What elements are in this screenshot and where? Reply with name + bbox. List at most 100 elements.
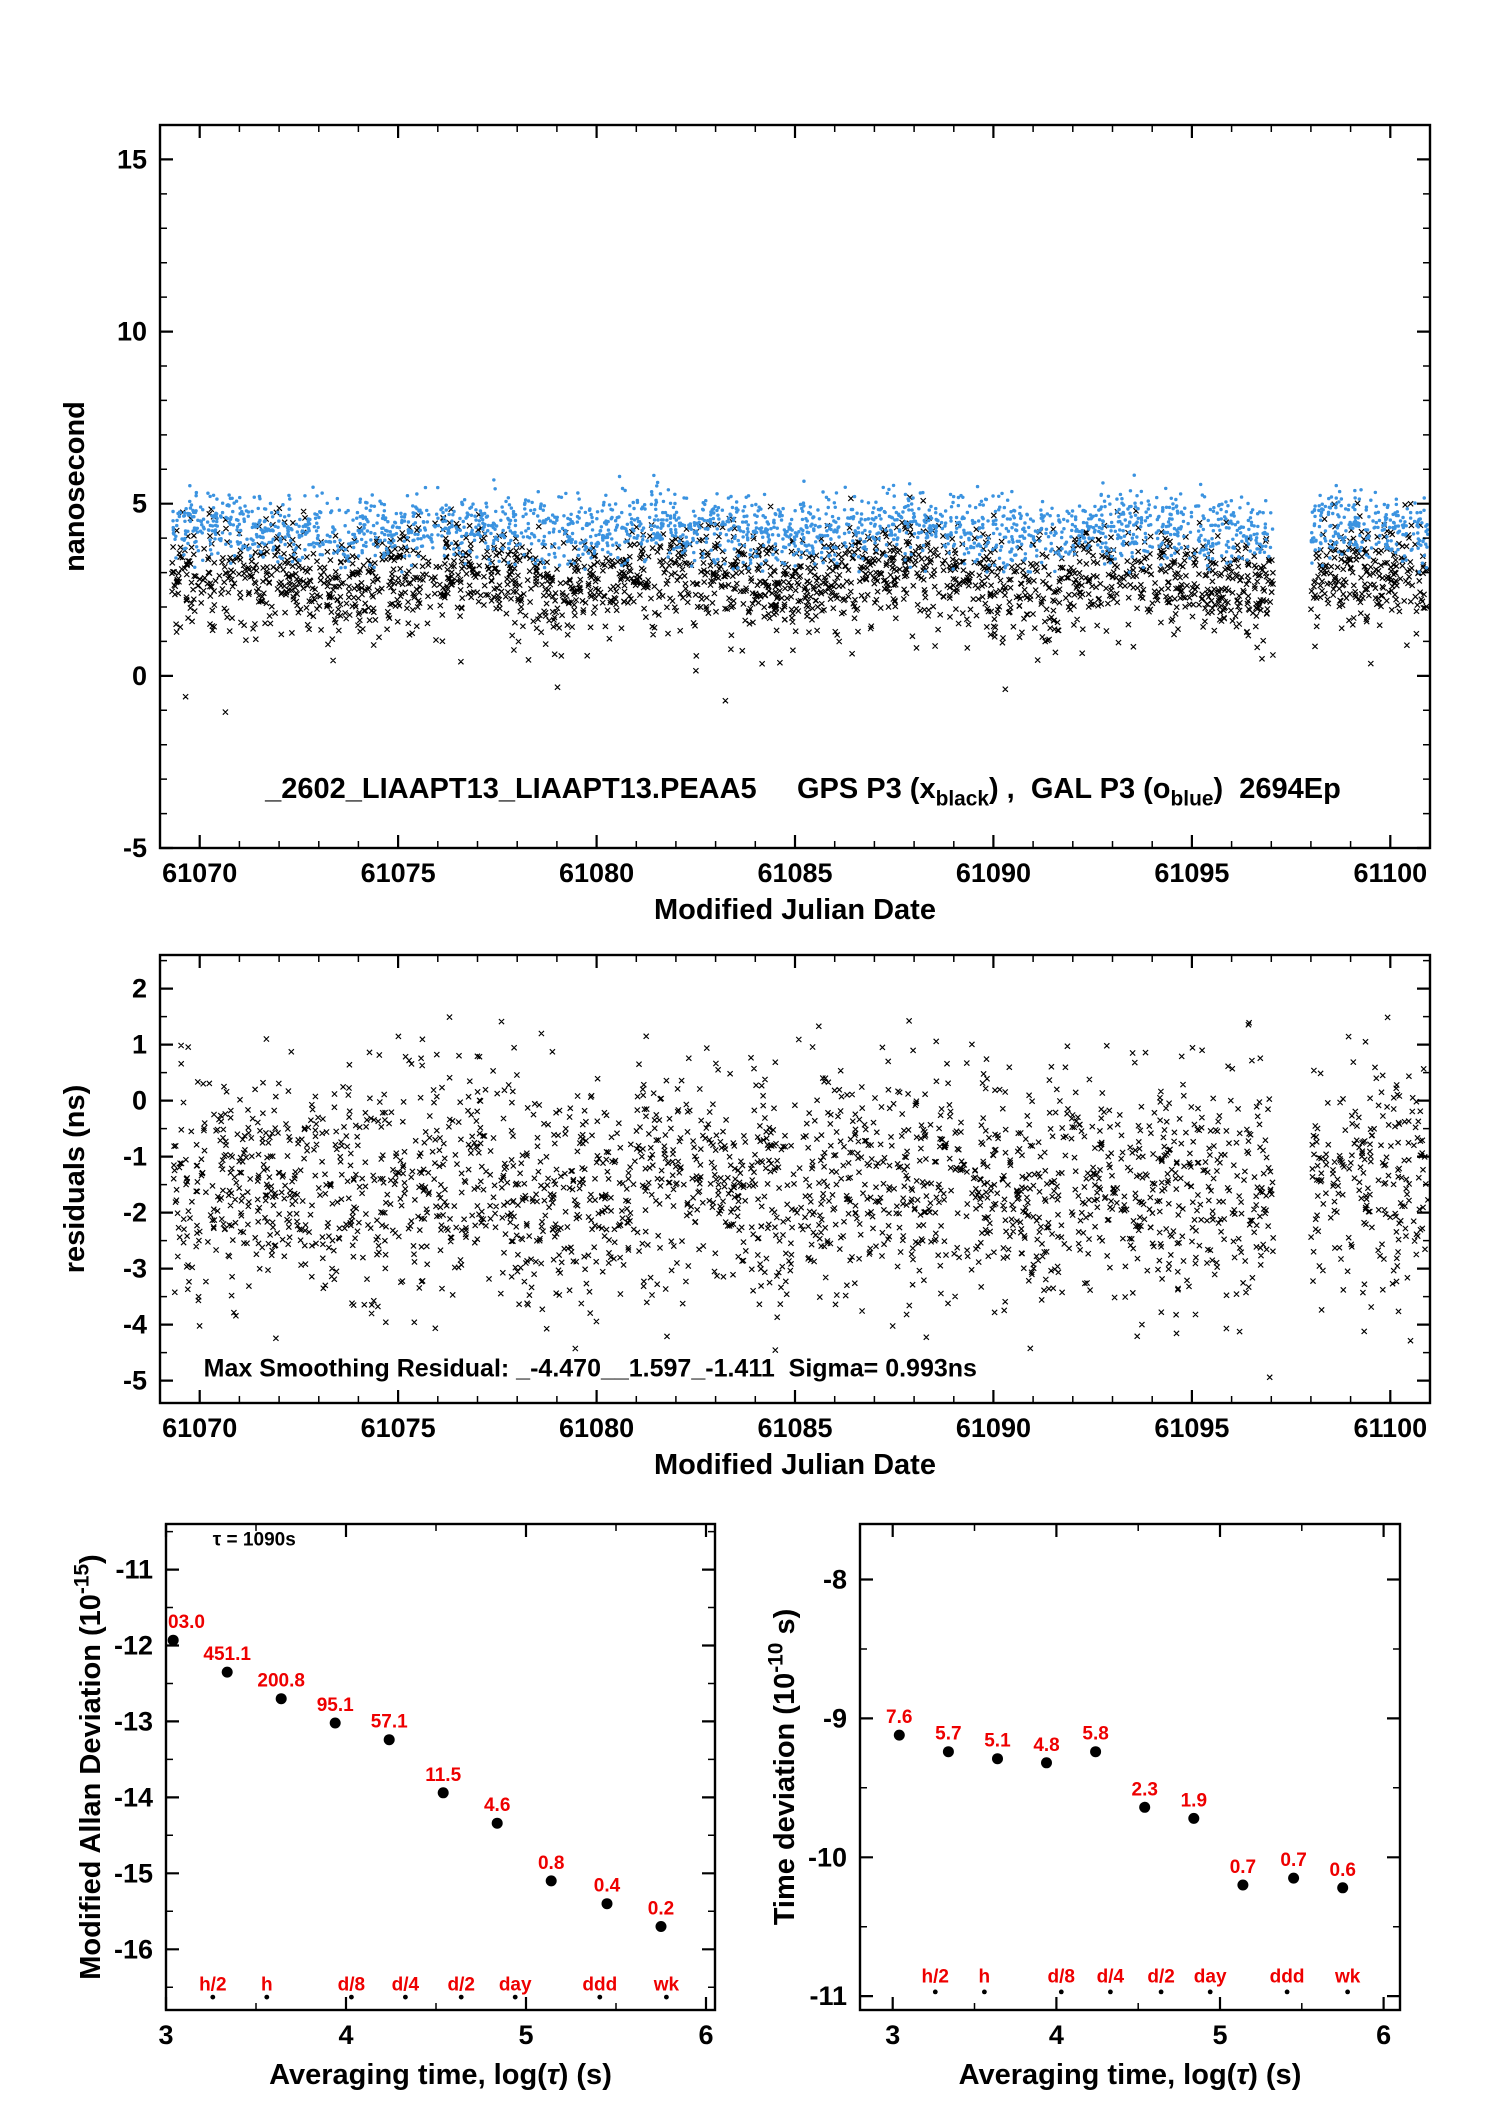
tau-interval-dot <box>1345 1989 1350 1995</box>
point-value-label: 4.6 <box>484 1795 510 1816</box>
tau-interval-label: h/2 <box>199 1974 226 1995</box>
label-part: 1.9 <box>1181 1790 1207 1811</box>
label-part: 4.6 <box>484 1795 510 1816</box>
label-part: 03.0 <box>168 1612 205 1633</box>
y-tick-label: -10 <box>808 1842 847 1872</box>
tau-interval-label: d/8 <box>338 1974 365 1995</box>
y-tick-label: -5 <box>123 833 147 863</box>
label-part: 0.7 <box>1230 1857 1256 1878</box>
label-part: 2 <box>132 974 147 1004</box>
label-part: 3 <box>885 2020 900 2050</box>
tau-interval-label: day <box>1194 1966 1227 1987</box>
label-part: wk <box>653 1974 680 1995</box>
deviation-point <box>601 1898 613 1910</box>
deviation-point <box>1188 1812 1200 1824</box>
deviation-point <box>992 1753 1003 1765</box>
tau-interval-dot <box>597 1994 603 2000</box>
label-part: 0 <box>132 1086 147 1116</box>
deviation-point <box>942 1746 954 1758</box>
x-tick-label: 61090 <box>956 858 1031 888</box>
label-part: nanosecond <box>59 401 91 572</box>
label-part: 2.3 <box>1132 1779 1158 1800</box>
label-part: d/4 <box>392 1974 420 1995</box>
label-part: 57.1 <box>371 1712 408 1733</box>
tau-interval-dot <box>403 1994 408 2000</box>
label-part: 6 <box>1376 2020 1391 2050</box>
label-part: 200.8 <box>257 1671 305 1692</box>
panel-annotation: Max Smoothing Residual: _-4.470__1.597_-… <box>204 1355 977 1383</box>
label-part: wk <box>1334 1966 1361 1987</box>
label-part: 0.7 <box>1280 1850 1306 1871</box>
label-part: τ <box>1236 2059 1250 2091</box>
label-part: -15 <box>70 1564 93 1595</box>
tau-interval-label: h <box>261 1974 273 1995</box>
label-part: Time deviation (10 <box>769 1673 801 1926</box>
tau-interval-label: ddd <box>582 1974 617 1995</box>
point-value-label: 200.8 <box>257 1671 305 1692</box>
panel-title: _2602_LIAAPT13_LIAAPT13.PEAA5 GPS P3 (xb… <box>264 773 1341 811</box>
label-part: d/8 <box>338 1974 365 1995</box>
y-tick-label: -5 <box>123 1366 147 1396</box>
label-part: 4.8 <box>1033 1735 1059 1756</box>
panel-smoothing-residuals: 61070 61075 61080 61085 61090 61095 61100 2 1 0 -1… <box>59 953 1432 1481</box>
x-tick-label: 61075 <box>361 1413 436 1443</box>
point-value-label: 0.2 <box>648 1898 674 1919</box>
deviation-point <box>1041 1757 1052 1769</box>
label-part: d/2 <box>447 1974 474 1995</box>
x-tick-label: 6 <box>698 2020 713 2050</box>
x-tick-label: 4 <box>1049 2020 1064 2050</box>
x-tick-label: 3 <box>885 2020 900 2050</box>
deviation-point <box>329 1717 341 1729</box>
label-part: 15 <box>117 144 147 174</box>
point-value-label: 11.5 <box>425 1765 461 1786</box>
label-part: ddd <box>1270 1966 1305 1987</box>
tau-interval-label: wk <box>653 1974 680 1995</box>
major-ticks <box>860 1524 1400 2010</box>
y-tick-label: -11 <box>115 1555 153 1585</box>
tau-interval-dot <box>1207 1989 1213 1995</box>
y-tick-label: -16 <box>114 1934 153 1964</box>
tau-interval-dot <box>512 1994 518 2000</box>
label-part: residuals (ns) <box>59 1085 91 1274</box>
axes-frame <box>158 123 1432 850</box>
label-part: ) , GAL P3 (o <box>989 773 1171 805</box>
point-value-label: 0.7 <box>1230 1857 1256 1878</box>
tau-interval-dot <box>458 1994 464 2000</box>
y-tick-label: -4 <box>123 1310 147 1340</box>
y-tick-label: 1 <box>132 1030 147 1060</box>
label-part: _2602_LIAAPT13_LIAAPT13.PEAA5 GPS P3 (x <box>264 773 936 805</box>
point-value-label: 451.1 <box>203 1644 251 1665</box>
deviation-point <box>167 1634 179 1646</box>
y-tick-label: -11 <box>809 1981 847 2011</box>
label-part: 61085 <box>757 858 832 888</box>
label-part: -13 <box>114 1706 153 1736</box>
label-part: -2 <box>123 1198 147 1228</box>
deviation-point <box>1090 1746 1102 1758</box>
tau-interval-dot <box>210 1994 216 2000</box>
y-tick-label: -14 <box>114 1782 153 1812</box>
label-part: 451.1 <box>203 1644 251 1665</box>
deviation-point <box>437 1787 449 1799</box>
label-part: d/4 <box>1097 1966 1125 1987</box>
tau-interval-dot <box>932 1989 938 1995</box>
label-part: 3 <box>158 2020 173 2050</box>
label-part: -9 <box>823 1703 847 1733</box>
label-part: ) (s) <box>559 2059 612 2091</box>
tau-interval-label: d/4 <box>1097 1966 1125 1987</box>
label-part: 61070 <box>162 1413 237 1443</box>
label-part: -10 <box>808 1842 847 1872</box>
label-part: 0.4 <box>594 1876 621 1897</box>
x-tick-label: 61085 <box>757 858 832 888</box>
y-tick-label: -13 <box>114 1706 153 1736</box>
label-part: h/2 <box>199 1974 226 1995</box>
point-value-label: 5.8 <box>1082 1724 1108 1745</box>
label-part: -8 <box>823 1565 847 1595</box>
tau-interval-dot <box>349 1994 354 2000</box>
label-part: τ <box>547 2059 561 2091</box>
label-part: 61100 <box>1354 858 1428 888</box>
label-part: Averaging time, log( <box>269 2059 547 2091</box>
minor-ticks <box>166 1524 715 2010</box>
x-tick-label: 61080 <box>559 1413 634 1443</box>
tau-interval-dot <box>1058 1989 1064 1995</box>
